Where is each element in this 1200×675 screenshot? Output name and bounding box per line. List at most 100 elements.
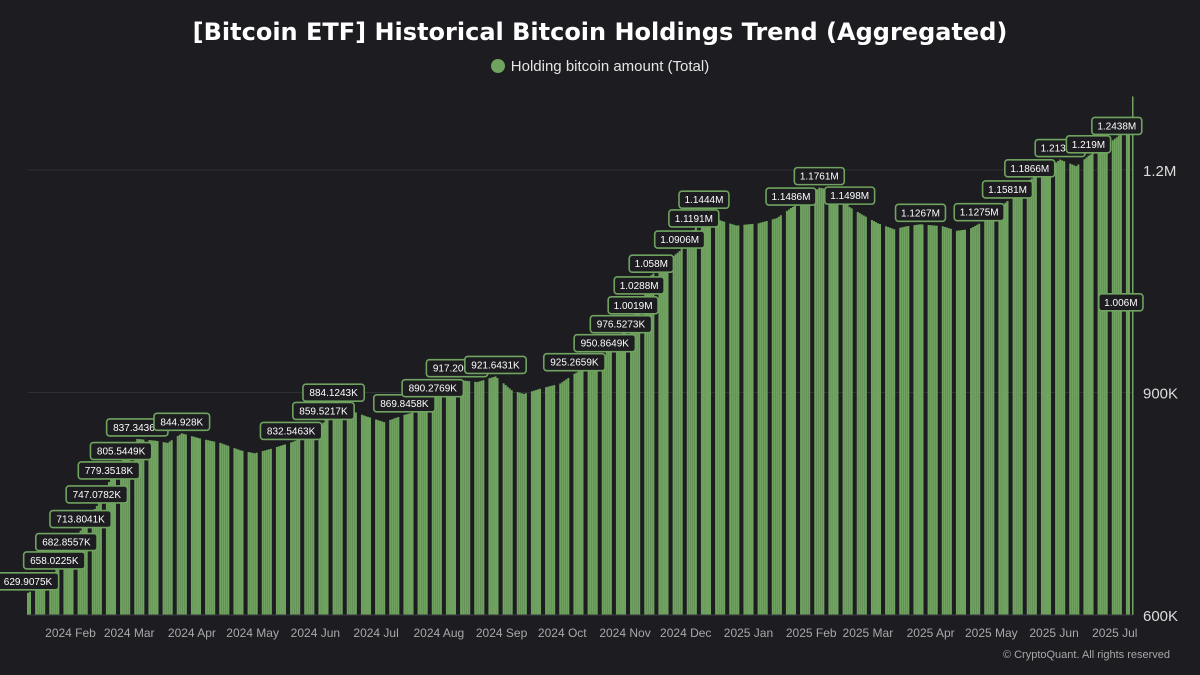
bar	[709, 214, 712, 615]
bar	[787, 209, 790, 615]
data-label-text: 779.3518K	[85, 466, 134, 477]
bar	[559, 383, 562, 615]
bar	[269, 448, 272, 615]
bar	[885, 226, 888, 616]
bar	[1103, 146, 1106, 616]
bar	[747, 224, 750, 615]
bar	[913, 225, 916, 615]
bar	[460, 380, 463, 615]
bar	[207, 440, 210, 615]
data-label: 976.5273K	[589, 314, 653, 334]
bars	[27, 96, 1134, 616]
bar	[1085, 157, 1088, 616]
bar	[891, 228, 894, 615]
data-label: 1.1761M	[793, 166, 846, 186]
data-label-text: 921.6431K	[471, 360, 520, 371]
bar	[806, 197, 809, 615]
bar	[142, 439, 145, 615]
data-label: 1.1191M	[668, 209, 720, 228]
bar	[247, 452, 250, 615]
bar	[176, 436, 179, 615]
bar	[93, 508, 96, 615]
bar	[352, 411, 355, 615]
bar	[334, 404, 337, 615]
bar	[856, 211, 859, 615]
data-label-text: 1.1498M	[830, 191, 869, 202]
bar	[860, 214, 863, 616]
y-tick-label: 600K	[1143, 608, 1178, 625]
bar	[69, 546, 72, 615]
bar	[346, 409, 349, 615]
bar	[658, 268, 661, 615]
bar	[381, 421, 384, 615]
bar	[941, 226, 944, 616]
bar	[761, 222, 764, 615]
bar	[601, 356, 604, 615]
bar	[792, 206, 794, 615]
data-label-box	[823, 186, 876, 205]
bar	[136, 438, 139, 615]
bar	[518, 392, 521, 615]
bar	[929, 225, 932, 616]
legend[interactable]: Holding bitcoin amount (Total)	[0, 58, 1200, 75]
data-label-text: 844.928K	[160, 417, 203, 428]
bar	[105, 485, 108, 615]
data-label-text: 917.2002K	[433, 364, 482, 375]
y-tick-label: 900K	[1143, 385, 1178, 402]
bar	[652, 273, 655, 615]
bar	[423, 406, 426, 615]
bar	[506, 386, 509, 615]
bar	[733, 224, 736, 615]
bar	[421, 408, 424, 615]
bar	[1040, 172, 1043, 616]
data-label: 844.928K	[153, 412, 211, 432]
bar	[354, 412, 357, 615]
bar	[35, 588, 38, 615]
bar	[162, 442, 165, 615]
data-label: 1.1581M	[981, 180, 1034, 199]
data-label-text: 1.1866M	[1010, 164, 1049, 175]
bar	[530, 391, 533, 615]
bar	[261, 451, 264, 615]
data-label-text: 747.0782K	[73, 490, 122, 501]
bar	[213, 441, 216, 615]
bar	[502, 383, 505, 615]
bar	[537, 389, 539, 615]
bar	[112, 475, 114, 615]
bar	[532, 390, 535, 615]
bar	[1125, 127, 1128, 615]
bar	[605, 352, 608, 615]
bar	[241, 450, 244, 615]
bar	[567, 377, 570, 615]
bar	[138, 439, 141, 615]
bar	[1117, 135, 1120, 615]
bar	[109, 478, 112, 615]
data-labels: 629.9075K 658.0225K 682.8557K 713.8041K 747.…	[0, 116, 1144, 591]
bar	[449, 384, 452, 615]
bar	[901, 227, 904, 615]
bar	[134, 441, 137, 615]
bar	[227, 445, 230, 615]
bar	[508, 388, 511, 615]
bar	[439, 392, 442, 615]
bar	[482, 380, 485, 615]
bar	[490, 377, 493, 615]
bar	[237, 449, 240, 615]
bar	[492, 377, 495, 615]
bar	[178, 434, 181, 615]
bar	[290, 442, 293, 615]
data-label-box	[1091, 116, 1143, 136]
data-label-box	[607, 296, 659, 315]
x-tick-label: 2025 Feb	[786, 626, 837, 640]
data-label: 1.219M	[1065, 134, 1112, 154]
bar	[804, 199, 807, 616]
bar	[1073, 165, 1076, 615]
bar	[199, 438, 202, 615]
bar	[974, 225, 977, 615]
bar	[844, 201, 847, 616]
bar	[55, 568, 58, 615]
data-label-box	[65, 485, 129, 504]
bar	[409, 413, 412, 615]
bar	[553, 385, 556, 615]
data-label-box	[89, 441, 153, 461]
